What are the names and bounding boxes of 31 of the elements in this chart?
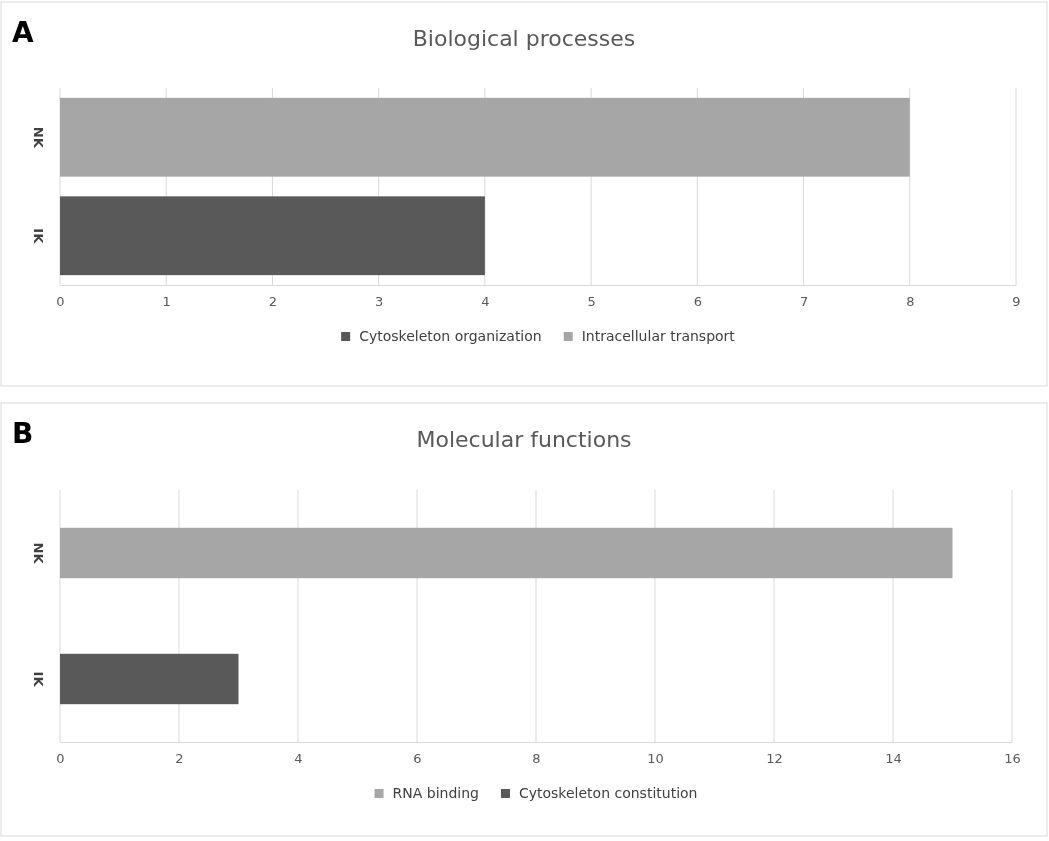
text: A — [12, 16, 34, 49]
x-tick-label: 7 — [799, 294, 809, 310]
x-tick-label: 12 — [766, 751, 783, 767]
x-tick-label: 6 — [693, 294, 702, 310]
x-tick-label: 0 — [56, 294, 65, 310]
x-tick-label: 2 — [268, 294, 278, 310]
x-tick-label: 0 — [56, 751, 65, 767]
legend-label: Cytoskeleton organization — [359, 328, 542, 344]
x-tick-label: 16 — [1004, 751, 1021, 767]
chart-title: Molecular functions — [416, 427, 632, 452]
y-tick-label: IK — [31, 228, 46, 245]
legend-label: Cytoskeleton constitution — [518, 785, 698, 801]
x-tick-label: 8 — [532, 751, 541, 767]
x-tick-label: 4 — [294, 751, 303, 767]
x-tick-label: 8 — [906, 294, 915, 310]
x-tick-label: 9 — [1012, 294, 1021, 310]
x-tick-label: 4 — [481, 294, 490, 310]
legend-label: Intracellular transport — [581, 328, 736, 344]
text: B — [12, 417, 34, 450]
y-tick-label: NK — [31, 542, 46, 565]
y-tick-label: NK — [31, 126, 46, 149]
y-tick-label: IK — [31, 671, 46, 688]
x-tick-label: 3 — [375, 294, 384, 310]
x-tick-label: 6 — [413, 751, 422, 767]
chart-title: Biological processes — [412, 26, 636, 51]
x-tick-label: 2 — [175, 751, 184, 767]
x-tick-label: 5 — [587, 294, 596, 310]
x-tick-label: 14 — [885, 751, 902, 767]
x-tick-label: 1 — [162, 294, 171, 310]
legend-label: RNA binding — [392, 785, 479, 801]
x-tick-label: 10 — [647, 751, 664, 767]
